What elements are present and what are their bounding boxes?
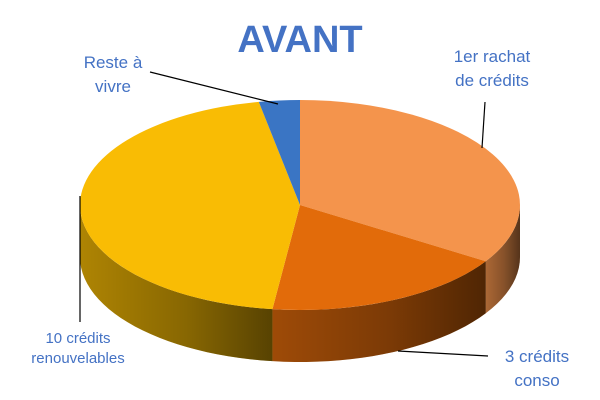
- leader-line-1: [481, 101, 486, 149]
- pie-side-3: [80, 205, 273, 362]
- slice-labels: 1er rachat de crédits 3 crédits conso 10 cré…: [31, 47, 569, 390]
- leader-line-4: [149, 71, 279, 105]
- pie-slice-2: [272, 205, 486, 310]
- pie-slice-4: [258, 100, 300, 205]
- leader-lines: [79, 71, 489, 357]
- pie-slice-1: [300, 100, 520, 262]
- slice-label-3: 10 crédits renouvelables: [31, 330, 124, 367]
- pie-side-walls: [80, 205, 520, 362]
- slice-label-2: 3 crédits conso: [505, 347, 569, 390]
- leader-line-2: [397, 350, 489, 357]
- pie-side-1: [485, 205, 520, 314]
- slice-label-1: 1er rachat de crédits: [454, 47, 531, 90]
- chart-title: AVANT: [237, 19, 362, 61]
- pie-slice-3: [80, 101, 301, 310]
- pie-slices: [80, 100, 520, 310]
- slice-label-4: Reste à vivre: [84, 53, 143, 96]
- pie-side-2: [272, 261, 486, 362]
